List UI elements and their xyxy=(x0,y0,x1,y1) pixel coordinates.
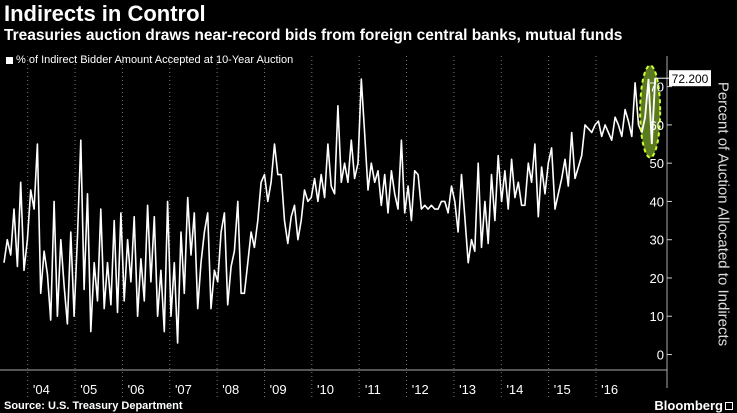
series-line xyxy=(3,78,656,344)
x-tick-label: '11 xyxy=(365,382,381,397)
x-tick-label: '15 xyxy=(554,382,571,397)
y-tick-label: 50 xyxy=(650,156,664,171)
y-tick-label: 10 xyxy=(650,309,664,324)
last-value-text: 72.200 xyxy=(672,72,709,86)
chart-title: Indirects in Control xyxy=(4,1,206,26)
y-tick-label: 60 xyxy=(650,118,664,133)
x-tick-label: '04 xyxy=(33,382,50,397)
x-tick-label: '14 xyxy=(506,382,523,397)
legend-swatch xyxy=(6,56,13,64)
y-tick-label: 0 xyxy=(657,348,664,363)
y-tick-label: 30 xyxy=(650,233,664,248)
legend-label: % of Indirect Bidder Amount Accepted at … xyxy=(16,54,294,66)
y-axis-label: Percent of Auction Allocated to Indirect… xyxy=(714,81,732,347)
x-tick-label: '09 xyxy=(270,382,287,397)
x-tick-label: '06 xyxy=(128,382,145,397)
series-line-highlight xyxy=(640,78,657,145)
last-value-label: 72.200 xyxy=(655,70,711,87)
x-tick-label: '13 xyxy=(459,382,476,397)
chart-svg: 0 10 20 30 40 50 60 70 '04 '05 '06 '07 '08 '09 '10 '11 '… xyxy=(0,56,711,400)
x-tick-label: '07 xyxy=(175,382,192,397)
chart-area: 0 10 20 30 40 50 60 70 '04 '05 '06 '07 '08 '09 '10 '11 '… xyxy=(0,48,737,400)
x-tick-label: '16 xyxy=(601,382,618,397)
y-tick-label: 40 xyxy=(650,194,664,209)
bloomberg-logo: Bloomberg xyxy=(654,398,723,413)
chart-subtitle: Treasuries auction draws near-record bid… xyxy=(4,27,623,44)
x-tick-label: '12 xyxy=(412,382,429,397)
y-tick-label: 70 xyxy=(650,80,664,95)
x-tick-label: '10 xyxy=(317,382,334,397)
bloomberg-terminal-icon xyxy=(725,402,733,410)
x-tick-label: '05 xyxy=(80,382,97,397)
x-tick-label: '08 xyxy=(222,382,239,397)
legend: % of Indirect Bidder Amount Accepted at … xyxy=(6,54,293,66)
y-tick-label: 20 xyxy=(650,271,664,286)
last-value-box xyxy=(669,70,711,87)
source-note: Source: U.S. Treasury Department xyxy=(4,400,183,412)
